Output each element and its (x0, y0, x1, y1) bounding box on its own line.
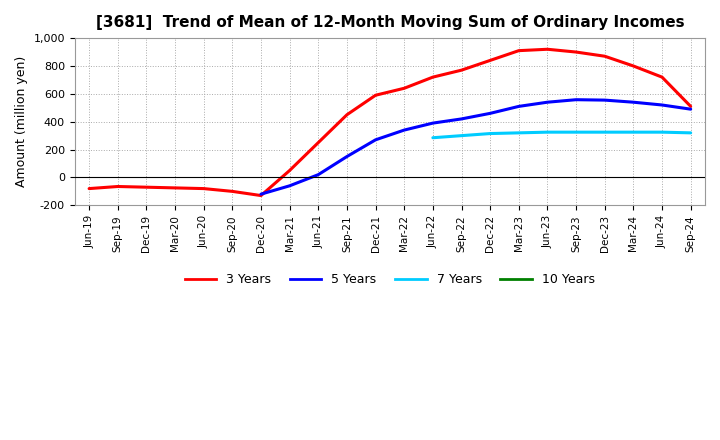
Legend: 3 Years, 5 Years, 7 Years, 10 Years: 3 Years, 5 Years, 7 Years, 10 Years (180, 268, 600, 291)
Y-axis label: Amount (million yen): Amount (million yen) (15, 56, 28, 187)
Title: [3681]  Trend of Mean of 12-Month Moving Sum of Ordinary Incomes: [3681] Trend of Mean of 12-Month Moving … (96, 15, 684, 30)
